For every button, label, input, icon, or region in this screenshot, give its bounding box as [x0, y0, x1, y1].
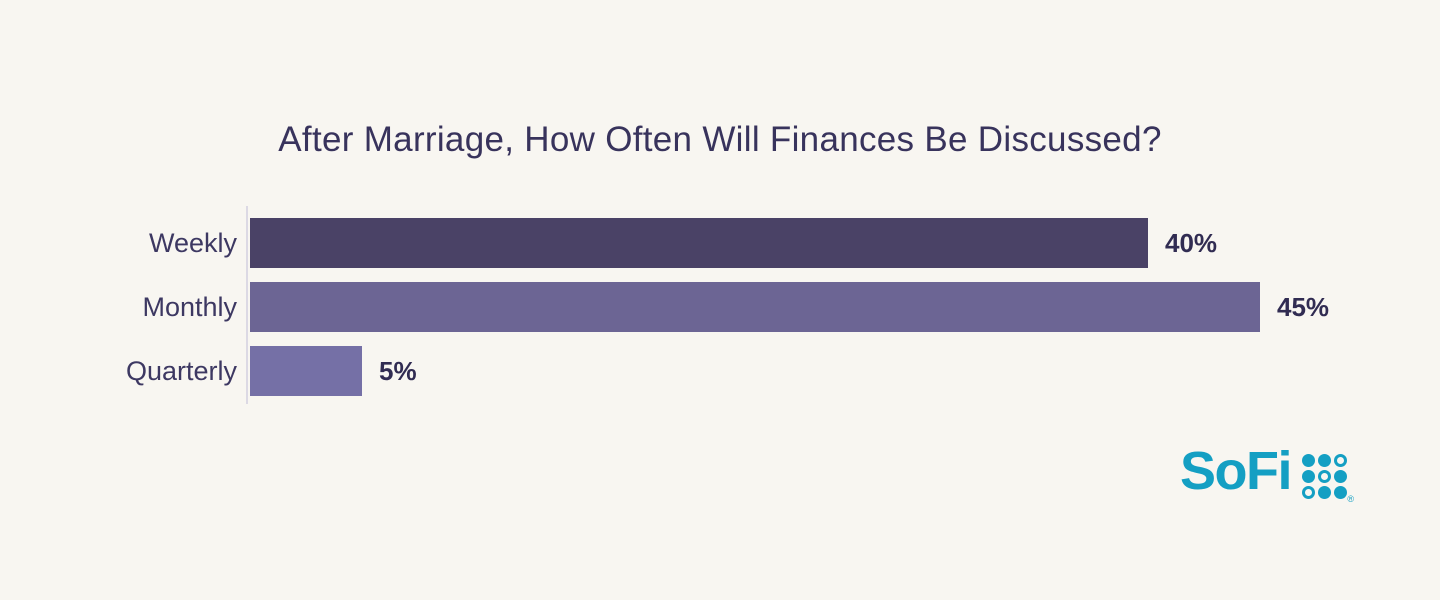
- filled-dot-icon: [1302, 454, 1315, 467]
- category-label: Quarterly: [125, 355, 237, 386]
- bar-weekly: [250, 218, 1148, 268]
- bar-monthly: [250, 282, 1260, 332]
- registered-trademark-symbol: ®: [1347, 494, 1354, 504]
- value-label: 40%: [1165, 227, 1218, 258]
- filled-dot-icon: [1334, 486, 1347, 499]
- value-label: 45%: [1277, 291, 1330, 322]
- sofi-dots-icon: ®: [1302, 454, 1354, 504]
- category-label: Weekly: [148, 227, 237, 258]
- filled-dot-icon: [1318, 454, 1331, 467]
- sofi-logo: SoFi ®: [1180, 441, 1354, 504]
- y-axis-line: [246, 206, 248, 404]
- outline-dot-icon: [1334, 454, 1347, 467]
- chart-row: Quarterly 5%: [0, 346, 1440, 396]
- value-label: 5%: [379, 355, 417, 386]
- chart-row: Weekly 40%: [0, 218, 1440, 268]
- filled-dot-icon: [1318, 486, 1331, 499]
- chart-title: After Marriage, How Often Will Finances …: [278, 120, 1162, 159]
- bar-quarterly: [250, 346, 362, 396]
- outline-dot-icon: [1318, 470, 1331, 483]
- sofi-wordmark: SoFi: [1180, 441, 1293, 501]
- filled-dot-icon: [1334, 470, 1347, 483]
- outline-dot-icon: [1302, 486, 1315, 499]
- bar-chart: Weekly 40% Monthly 45% Quarterly 5%: [0, 218, 1440, 398]
- category-label: Monthly: [142, 291, 237, 322]
- filled-dot-icon: [1302, 470, 1315, 483]
- chart-row: Monthly 45%: [0, 282, 1440, 332]
